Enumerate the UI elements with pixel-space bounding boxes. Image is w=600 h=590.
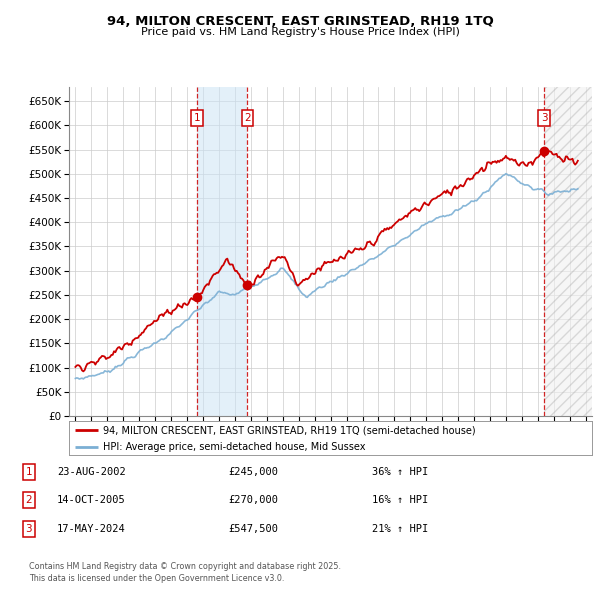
Text: 2: 2: [25, 496, 32, 505]
Bar: [544, 87, 592, 416]
Text: 23-AUG-2002: 23-AUG-2002: [57, 467, 126, 477]
Bar: [197, 87, 247, 416]
Text: 94, MILTON CRESCENT, EAST GRINSTEAD, RH19 1TQ (semi-detached house): 94, MILTON CRESCENT, EAST GRINSTEAD, RH1…: [103, 425, 476, 435]
Text: 36% ↑ HPI: 36% ↑ HPI: [372, 467, 428, 477]
Text: 21% ↑ HPI: 21% ↑ HPI: [372, 524, 428, 533]
Bar: [544, 87, 592, 416]
Text: 14-OCT-2005: 14-OCT-2005: [57, 496, 126, 505]
Text: HPI: Average price, semi-detached house, Mid Sussex: HPI: Average price, semi-detached house,…: [103, 441, 365, 451]
Text: £245,000: £245,000: [228, 467, 278, 477]
Text: £270,000: £270,000: [228, 496, 278, 505]
Text: 2: 2: [244, 113, 251, 123]
Text: 1: 1: [194, 113, 200, 123]
Text: 3: 3: [25, 524, 32, 533]
Text: 16% ↑ HPI: 16% ↑ HPI: [372, 496, 428, 505]
Text: 3: 3: [541, 113, 547, 123]
Text: Contains HM Land Registry data © Crown copyright and database right 2025.
This d: Contains HM Land Registry data © Crown c…: [29, 562, 341, 583]
Text: 1: 1: [25, 467, 32, 477]
Text: Price paid vs. HM Land Registry's House Price Index (HPI): Price paid vs. HM Land Registry's House …: [140, 27, 460, 37]
Text: 17-MAY-2024: 17-MAY-2024: [57, 524, 126, 533]
Text: £547,500: £547,500: [228, 524, 278, 533]
Text: 94, MILTON CRESCENT, EAST GRINSTEAD, RH19 1TQ: 94, MILTON CRESCENT, EAST GRINSTEAD, RH1…: [107, 15, 493, 28]
